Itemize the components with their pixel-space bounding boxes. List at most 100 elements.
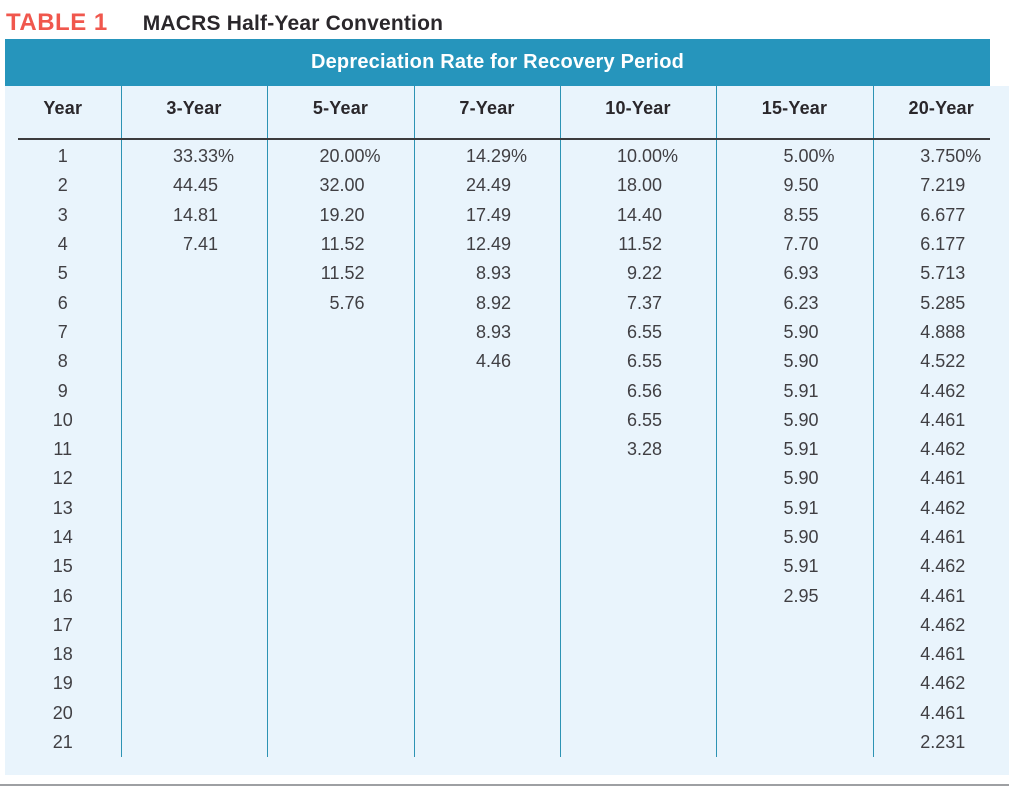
rate-cell [716,640,874,670]
rate-cell [414,610,561,641]
rate-value: 4.462 [920,673,966,694]
rate-cell: 10.00% [560,142,717,172]
data-table: Year 3-Year 5-Year 7-Year 10-Year 15-Year 20-Y… [5,86,1009,758]
rate-cell: 8.55 [716,200,874,230]
table-row: 18 4.461 [5,640,1009,670]
rate-cell [267,698,415,728]
rate-cell: 6.55 [560,317,717,348]
rate-cell [716,669,874,699]
rate-cell: 4.461 [873,406,1009,435]
year-cell: 16 [5,581,122,611]
rate-cell [414,522,561,553]
rate-cell: 5.713 [873,259,1009,288]
rate-value: 6.55 [626,321,662,342]
rate-cell [267,727,415,758]
year-cell: 14 [5,522,122,553]
rate-cell: 14.81 [121,200,268,230]
rate-cell: 5.90 [716,347,874,377]
table-row: 19 4.462 [5,669,1009,699]
table-row: 3 14.81 19.20 17.49 14.40 8.55 6.677 [5,200,1009,230]
year-cell: 15 [5,552,122,582]
rate-cell [414,698,561,728]
bottom-rule [0,784,1009,786]
year-cell: 21 [5,727,122,758]
rate-cell [121,669,268,699]
rate-value: 5.713 [920,263,966,284]
table-banner: Depreciation Rate for Recovery Period [5,39,990,86]
rate-cell: 6.177 [873,230,1009,259]
year-cell: 11 [5,434,122,465]
rate-value: 5.91 [783,556,819,577]
rate-cell [121,610,268,641]
table-row: 13 5.91 4.462 [5,493,1009,523]
table-row: 7 8.93 6.55 5.90 4.888 [5,317,1009,348]
year-cell: 1 [5,142,122,172]
rate-cell: 14.29% [414,142,561,172]
rate-cell [267,317,415,348]
rate-cell [267,581,415,611]
rate-cell [560,669,717,699]
rate-cell [414,405,561,435]
rate-cell: 5.91 [716,434,874,465]
rate-cell [414,669,561,699]
rate-cell [414,727,561,758]
rate-value: 7.37 [626,292,662,313]
rate-cell: 4.462 [873,611,1009,640]
rate-cell: 14.40 [560,200,717,230]
rate-cell [121,259,268,289]
rate-cell [121,288,268,318]
rate-value: 4.461 [920,702,966,723]
column-header-5-year: 5-Year [267,86,415,130]
rate-value: 44.45 [172,175,218,196]
rate-cell [267,493,415,523]
rate-cell [716,698,874,728]
rate-value: 11.52 [618,234,662,255]
rate-value: 4.462 [920,497,966,518]
rate-cell [560,552,717,582]
rate-value: 4.461 [920,527,966,547]
rate-cell [560,727,717,758]
table-row: 14 5.90 4.461 [5,522,1009,553]
rate-value: 2.95 [783,585,819,606]
table-row: 1 33.33% 20.00% 14.29% 10.00% 5.00% 3.750% [5,142,1009,172]
column-header-row: Year 3-Year 5-Year 7-Year 10-Year 15-Year 20-Y… [5,86,1009,130]
rate-cell: 4.461 [873,699,1009,728]
rate-value: 6.23 [783,292,819,313]
table-title-text: MACRS Half-Year Convention [142,12,444,35]
rate-value: 11.52 [320,263,365,284]
table-row: 20 4.461 [5,698,1009,728]
rate-cell: 5.90 [716,405,874,435]
rate-cell: 5.90 [716,522,874,553]
rate-cell [267,405,415,435]
year-cell: 17 [5,610,122,641]
rate-cell [121,317,268,348]
rate-value: 12.49 [465,234,511,255]
rate-cell: 6.56 [560,376,717,406]
rate-cell: 9.50 [716,171,874,201]
rate-value: 17.49 [465,204,511,225]
rate-cell [267,552,415,582]
rate-cell: 4.462 [873,435,1009,464]
rate-value: 2.231 [920,732,966,753]
year-cell: 12 [5,464,122,494]
rate-value: 10.00 [616,146,662,167]
rate-cell: 4.461 [873,523,1009,552]
rate-cell: 8.92 [414,288,561,318]
rate-cell [560,581,717,611]
rate-value: 9.22 [626,263,662,284]
table-row: 16 2.95 4.461 [5,581,1009,611]
rate-cell: 5.90 [716,317,874,348]
year-cell: 9 [5,376,122,406]
rate-value: 4.462 [920,380,966,401]
rate-value: 5.90 [783,321,819,342]
rate-cell: 4.462 [873,494,1009,523]
table-row: 5 11.52 8.93 9.22 6.93 5.713 [5,259,1009,289]
rate-cell: 8.93 [414,259,561,289]
rate-value: 7.70 [783,234,819,255]
rate-value: 6.55 [626,409,662,430]
rate-value: 8.92 [475,292,511,313]
rate-cell: 11.52 [267,259,415,289]
rate-cell: 5.91 [716,552,874,582]
rate-cell [414,376,561,406]
column-header-10-year: 10-Year [560,86,717,130]
